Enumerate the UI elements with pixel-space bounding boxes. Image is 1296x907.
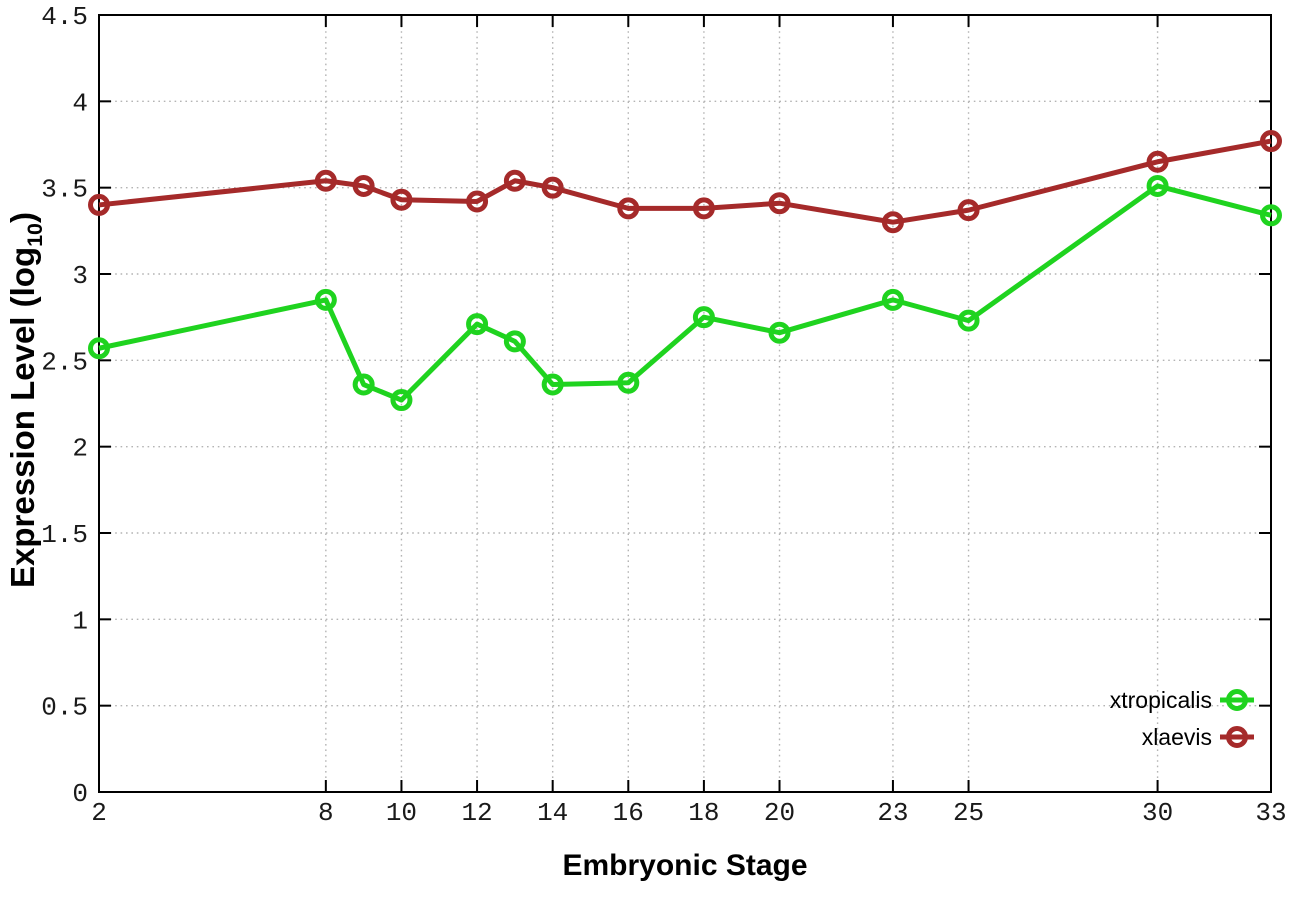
data-point-xlaevis xyxy=(957,199,980,222)
plot-border xyxy=(98,14,1272,793)
y-tick-label: 0.5 xyxy=(41,693,88,723)
y-tick-label: 2 xyxy=(72,434,88,464)
x-tick-label: 23 xyxy=(877,798,908,828)
data-point-xtropicalis xyxy=(352,373,375,396)
y-axis-title-suffix: ) xyxy=(4,212,42,224)
data-point-xtropicalis xyxy=(692,306,715,329)
y-axis-title-text: Expression Level (log xyxy=(4,246,42,588)
x-tick-label: 10 xyxy=(386,798,417,828)
data-point-xtropicalis xyxy=(314,288,337,311)
data-point-xlaevis xyxy=(503,169,526,192)
data-point-xlaevis xyxy=(352,174,375,197)
legend-label: xlaevis xyxy=(1142,724,1212,750)
data-point-xtropicalis xyxy=(541,373,564,396)
data-point-xlaevis xyxy=(314,169,337,192)
data-point-xtropicalis xyxy=(957,309,980,332)
x-tick-label: 14 xyxy=(537,798,568,828)
y-tick-label: 1.5 xyxy=(41,520,88,550)
data-point-xlaevis xyxy=(881,211,904,234)
x-tick-label: 25 xyxy=(953,798,984,828)
y-tick-label: 1 xyxy=(72,606,88,636)
data-point-xlaevis xyxy=(617,197,640,220)
data-point-xtropicalis xyxy=(88,337,110,360)
series-line-xlaevis xyxy=(98,138,1272,225)
data-point-xtropicalis xyxy=(390,389,413,412)
data-point-xtropicalis xyxy=(768,321,791,344)
x-tick-label: 2 xyxy=(91,798,107,828)
data-point-xlaevis xyxy=(692,197,715,220)
y-tick-label: 4.5 xyxy=(41,2,88,32)
data-point-xlaevis xyxy=(88,193,110,216)
data-point-xtropicalis xyxy=(617,371,640,394)
data-point-xtropicalis xyxy=(503,330,526,353)
data-point-xlaevis xyxy=(1260,130,1282,153)
data-point-xlaevis xyxy=(1146,150,1169,173)
x-tick-label: 18 xyxy=(688,798,719,828)
y-tick-label: 4 xyxy=(72,88,88,118)
y-tick-label: 0 xyxy=(72,779,88,809)
data-point-xtropicalis xyxy=(1146,174,1169,197)
y-tick-label: 3.5 xyxy=(41,175,88,205)
x-tick-label: 33 xyxy=(1255,798,1286,828)
x-tick-label: 30 xyxy=(1142,798,1173,828)
x-tick-label: 16 xyxy=(613,798,644,828)
x-tick-label: 12 xyxy=(461,798,492,828)
data-point-xtropicalis xyxy=(881,288,904,311)
data-point-xtropicalis xyxy=(466,313,489,336)
y-axis-title: Expression Level (log10) xyxy=(4,212,48,588)
data-point-xtropicalis xyxy=(1260,204,1282,227)
y-tick-label: 2.5 xyxy=(41,347,88,377)
data-point-xlaevis xyxy=(390,188,413,211)
data-point-xlaevis xyxy=(541,176,564,199)
y-tick-label: 3 xyxy=(72,261,88,291)
legend-marker xyxy=(1226,726,1248,748)
x-tick-label: 20 xyxy=(764,798,795,828)
data-point-xlaevis xyxy=(768,192,791,215)
legend-marker xyxy=(1226,689,1248,711)
x-tick-label: 8 xyxy=(318,798,334,828)
x-axis-title: Embryonic Stage xyxy=(562,849,808,882)
series-line-xtropicalis xyxy=(98,183,1272,403)
data-point-xlaevis xyxy=(466,190,489,213)
y-axis-title-subscript: 10 xyxy=(22,223,47,247)
legend-label: xtropicalis xyxy=(1110,687,1212,713)
